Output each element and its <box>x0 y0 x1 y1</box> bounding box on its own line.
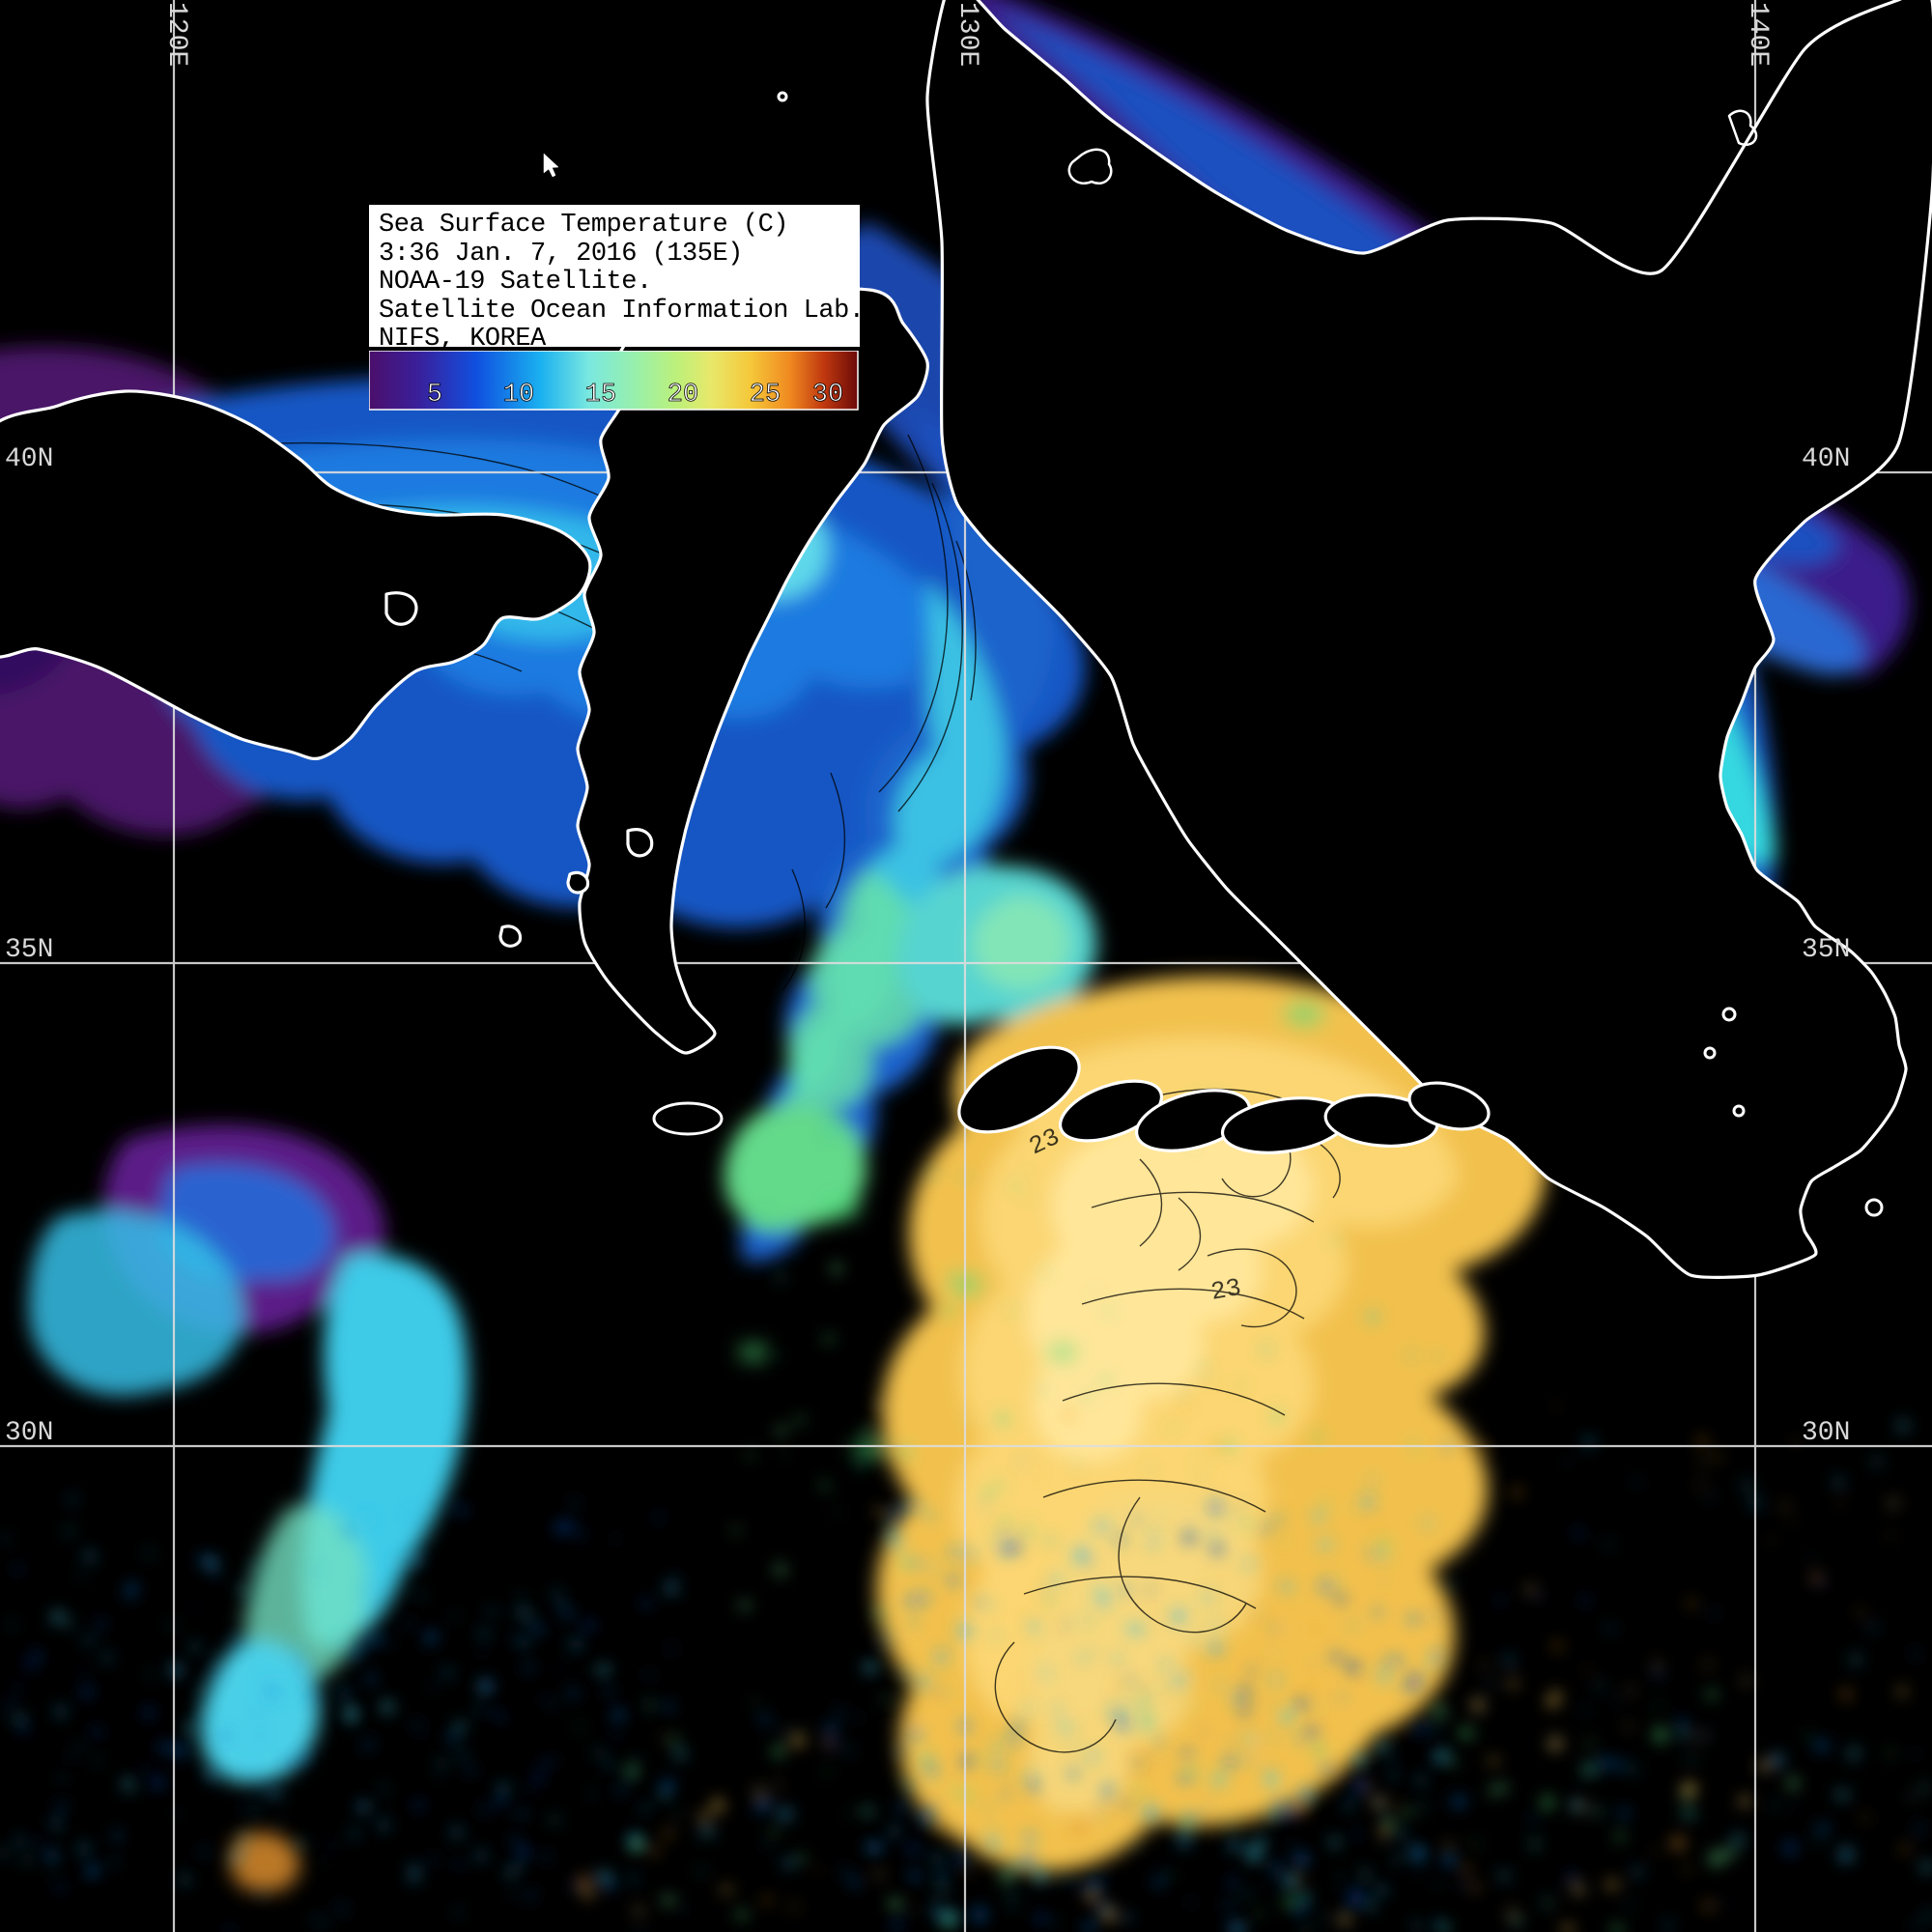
svg-text:5: 5 <box>427 381 442 410</box>
svg-text:10: 10 <box>503 381 534 410</box>
svg-text:20: 20 <box>668 381 698 410</box>
svg-text:30: 30 <box>812 381 843 410</box>
svg-text:23: 23 <box>1208 1273 1243 1307</box>
svg-text:25: 25 <box>750 381 781 410</box>
svg-text:15: 15 <box>585 381 616 410</box>
